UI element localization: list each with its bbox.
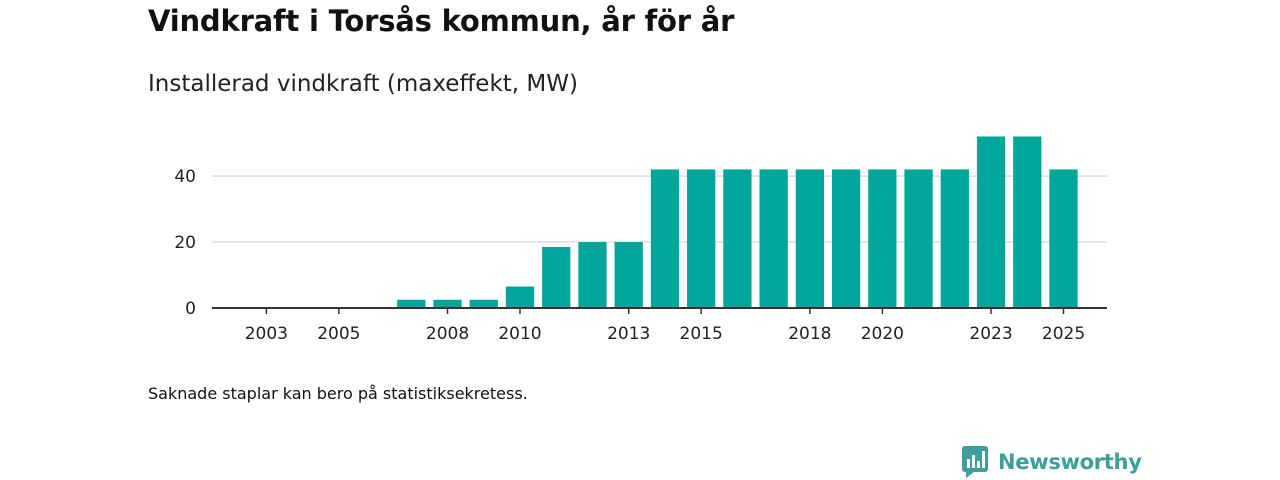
x-tick-label: 2023: [969, 324, 1012, 344]
y-tick-label: 40: [174, 167, 196, 187]
chart-title: Vindkraft i Torsås kommun, år för år: [148, 4, 735, 38]
x-tick-label: 2003: [245, 324, 288, 344]
bar-2009: [469, 299, 498, 308]
chart-subtitle: Installerad vindkraft (maxeffekt, MW): [148, 71, 578, 97]
bar-2014: [650, 169, 680, 308]
x-tick-label: 2008: [426, 324, 469, 344]
bars: [397, 136, 1078, 308]
bar-2013: [614, 242, 643, 308]
bar-2007: [397, 299, 426, 308]
bar-2023: [976, 136, 1006, 308]
axes: 0 20 40 2003 2005 2008 2010 2013 2015 2018 2020 202…: [174, 167, 1107, 344]
bar-2017: [759, 169, 788, 308]
bar-2010: [505, 286, 535, 308]
bar-2024: [1013, 136, 1042, 308]
bar-2021: [904, 169, 933, 308]
x-tick-label: 2010: [498, 324, 541, 344]
bar-2015: [687, 169, 716, 308]
newsworthy-wordmark: Newsworthy: [998, 450, 1142, 474]
x-tick-label: 2018: [788, 324, 831, 344]
bar-2025: [1049, 169, 1078, 308]
y-tick-label: 20: [174, 233, 196, 253]
newsworthy-logo[interactable]: Newsworthy: [962, 446, 1142, 478]
bar-2019: [831, 169, 861, 308]
footnote: Saknade staplar kan bero på statistiksek…: [148, 384, 528, 403]
bar-2018: [795, 169, 825, 308]
x-tick-label: 2020: [861, 324, 904, 344]
y-tick-label: 0: [185, 299, 196, 319]
newsworthy-logo-icon: [962, 446, 988, 478]
x-tick-label: 2025: [1042, 324, 1085, 344]
x-tick-label: 2015: [680, 324, 723, 344]
x-tick-label: 2013: [607, 324, 650, 344]
bar-2012: [578, 242, 607, 308]
bar-2016: [723, 169, 752, 308]
bar-2020: [868, 169, 897, 308]
bar-2022: [940, 169, 969, 308]
bar-2011: [542, 246, 571, 308]
x-tick-label: 2005: [317, 324, 360, 344]
bar-2008: [433, 299, 462, 308]
